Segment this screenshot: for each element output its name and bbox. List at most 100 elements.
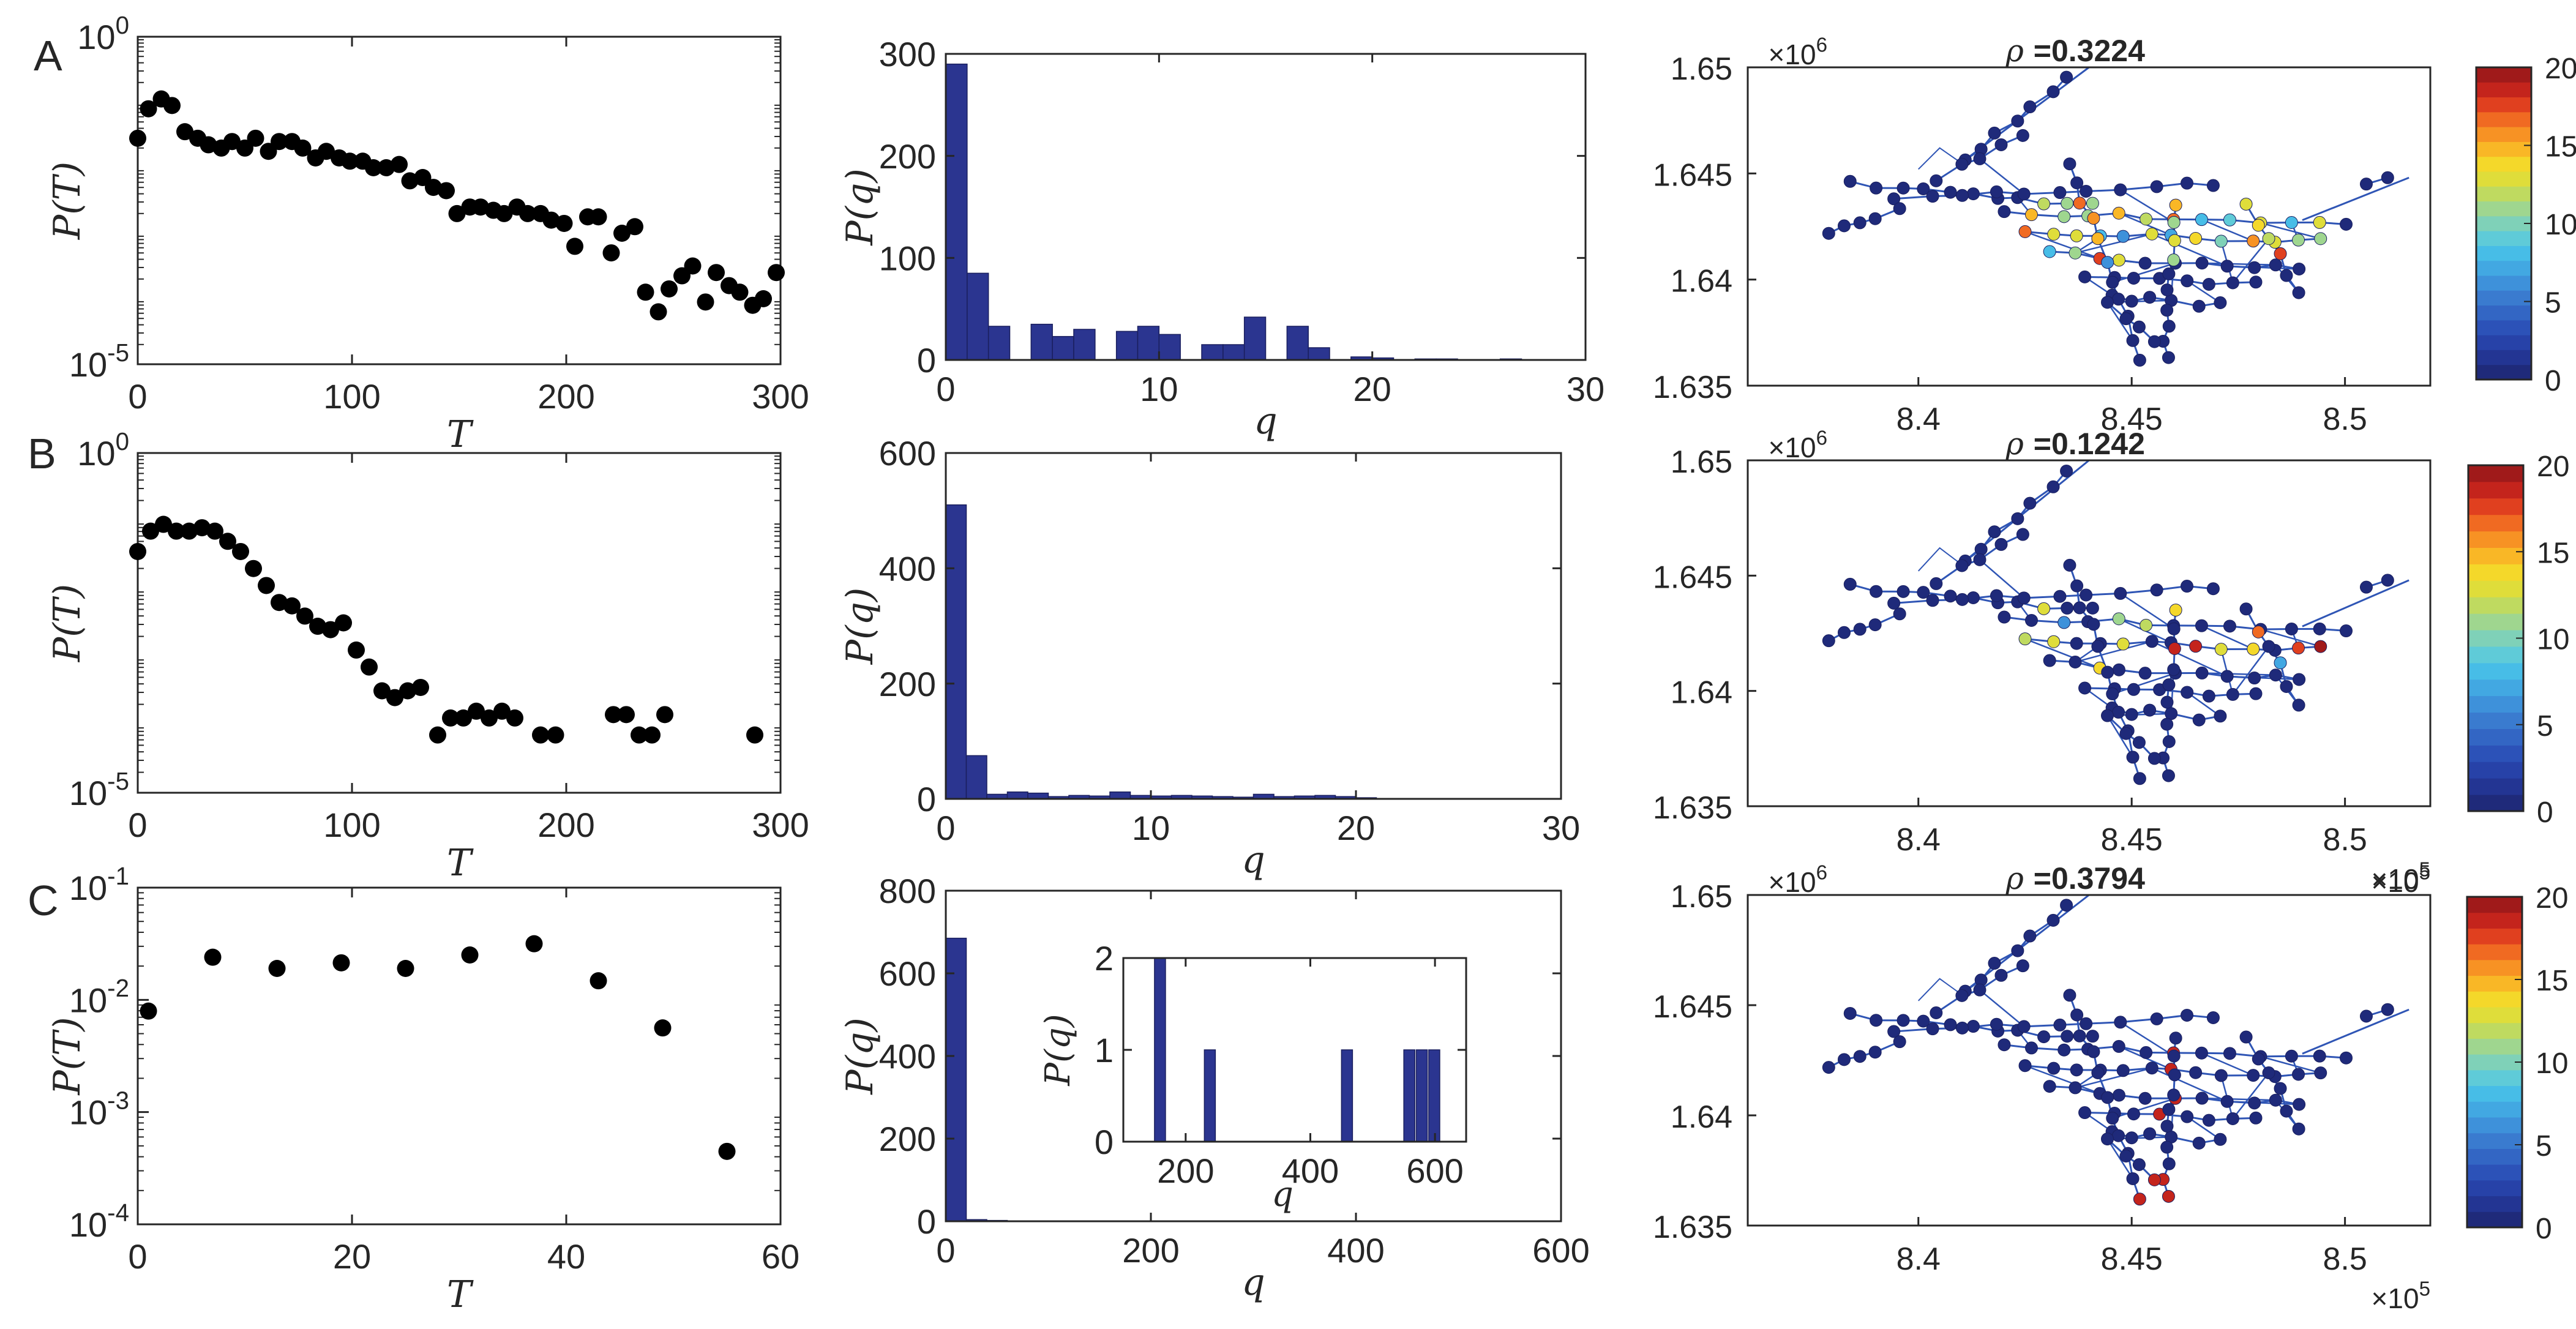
network-node [2269, 1093, 2282, 1107]
network-node [1887, 1025, 1901, 1038]
road-segment [1979, 989, 2024, 1027]
colorbar: 0 5 10 15 20 [2475, 53, 2576, 397]
data-point [294, 139, 312, 157]
network-node [2214, 1069, 2228, 1082]
network-node [2024, 613, 2038, 627]
network-node [2112, 1039, 2125, 1053]
data-point [542, 211, 560, 229]
bar [1052, 335, 1074, 361]
network-node [2086, 197, 2099, 210]
network-node [2114, 1016, 2127, 1029]
colorbar-swatch [2467, 991, 2522, 1008]
network-node [2167, 253, 2181, 267]
data-point [268, 960, 286, 977]
colorbar-swatch [2468, 695, 2523, 713]
colorbar-swatch [2476, 141, 2531, 157]
network-node [2285, 216, 2298, 230]
bar [1201, 344, 1224, 361]
network-node [2160, 1120, 2174, 1133]
road-segment [2112, 262, 2176, 283]
network-node [2140, 212, 2153, 226]
data-point [519, 204, 536, 222]
data-point [455, 709, 472, 727]
network-node [2143, 1127, 2157, 1140]
data-point [566, 238, 583, 255]
x-tick-label: 100 [323, 806, 380, 844]
network-node [2262, 1066, 2275, 1080]
network-node [2162, 769, 2175, 782]
network-node [2091, 232, 2105, 245]
bar [967, 272, 989, 361]
network-node [1926, 1022, 1939, 1036]
x-tick-label: 20 [1354, 370, 1391, 408]
network-node [2223, 1047, 2236, 1060]
network-node [1837, 1053, 1851, 1066]
network-node [2293, 1098, 2306, 1111]
map-frame [1747, 459, 2432, 807]
x-axis-label: T [447, 842, 474, 885]
road-segment [2260, 1055, 2321, 1074]
network-node [2195, 666, 2209, 679]
y-tick-label: 1.65 [1671, 444, 1732, 480]
road-segment [2186, 691, 2221, 717]
network-node [1870, 1014, 1883, 1027]
network-node [2061, 1030, 2074, 1043]
data-point [348, 641, 365, 659]
x-tick-label: 200 [1157, 1151, 1214, 1190]
network-node [2169, 1031, 2182, 1045]
network-node [2138, 1091, 2152, 1105]
network-node [2011, 512, 2024, 525]
colorbar-tick-label: 15 [2536, 965, 2568, 997]
network-node [2101, 665, 2114, 679]
network-node [2147, 335, 2161, 348]
network-node [2269, 668, 2282, 682]
network-node [2112, 663, 2125, 676]
y-axis-label: P(q) [839, 588, 882, 665]
data-point [401, 172, 419, 190]
network-node [2249, 275, 2263, 289]
colorbar-swatch [2468, 646, 2523, 664]
network-node [2280, 269, 2293, 282]
bar [1286, 326, 1309, 361]
data-point [746, 726, 763, 744]
network-node [1843, 174, 1857, 188]
network-node [2192, 299, 2206, 313]
network-node [2160, 283, 2174, 297]
road-segment [2202, 672, 2276, 676]
network-node [1955, 189, 1969, 202]
network-node [2293, 673, 2306, 686]
network-node [2189, 231, 2203, 245]
network-node [2132, 320, 2146, 334]
map-title: ρ =0.3794 [2005, 861, 2145, 896]
network-node [2147, 752, 2161, 765]
colorbar-swatch [2468, 547, 2523, 564]
x-tick-label: 600 [1406, 1151, 1463, 1190]
network-node [2167, 1088, 2181, 1102]
network-node [2087, 1045, 2100, 1058]
x-axis-exponent-top: ×105 [2372, 861, 2430, 898]
network-node [2168, 1068, 2181, 1082]
network-node [2202, 1114, 2215, 1127]
data-point [661, 280, 678, 298]
network-node [2167, 663, 2181, 676]
network-node [2125, 294, 2138, 308]
data-point [472, 198, 489, 216]
network-node [2080, 184, 2093, 198]
network-node [2140, 618, 2153, 632]
colorbar-swatch [2468, 498, 2523, 515]
road-segment [1918, 978, 1962, 1001]
network-node [2202, 278, 2215, 291]
network-node [2239, 602, 2253, 616]
network-node [1843, 1006, 1857, 1020]
network-node [2023, 100, 2037, 114]
bar [1403, 1049, 1415, 1142]
road-segment [2120, 593, 2174, 630]
network-node [2285, 1049, 2298, 1063]
network-node [2138, 667, 2152, 680]
colorbar-swatch [2476, 156, 2531, 172]
colorbar-swatch [2467, 912, 2522, 929]
network-node [2180, 1008, 2193, 1022]
road-segment [2106, 1138, 2134, 1180]
colorbar-swatch [2467, 1085, 2522, 1102]
road-segment [2302, 176, 2409, 221]
